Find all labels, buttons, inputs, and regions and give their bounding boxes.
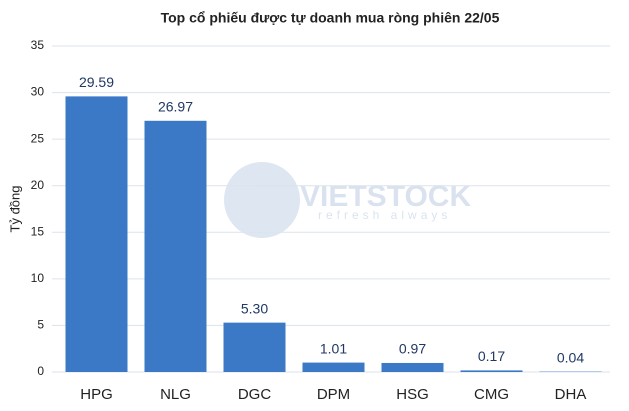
x-tick-label: NLG [160,386,191,403]
y-tick-label: 0 [37,364,44,378]
watermark-subtext: refresh always [318,208,451,222]
y-tick-label: 15 [31,224,45,238]
bar [460,370,523,372]
bar [381,362,444,372]
x-tick-label: CMG [474,386,509,403]
value-label: 0.04 [557,349,584,365]
bar [223,322,286,372]
y-tick-label: 20 [31,178,45,192]
y-axis-label: Tỷ đồng [7,186,22,233]
value-label: 26.97 [158,98,193,114]
x-tick-label: HSG [396,386,429,403]
bar [144,120,207,372]
y-tick-label: 30 [31,85,45,99]
watermark-logo [224,162,300,238]
y-tick-label: 35 [31,38,45,52]
y-tick-label: 10 [31,271,45,285]
bar [65,96,128,372]
chart-title: Top cổ phiếu được tự doanh mua ròng phiê… [161,10,500,26]
watermark: VIETSTOCK refresh always [224,162,471,238]
bar [302,362,365,372]
value-label: 0.97 [399,341,426,357]
x-tick-label: HPG [80,386,113,403]
y-tick-label: 25 [31,131,45,145]
x-tick-label: DPM [317,386,350,403]
value-label: 1.01 [320,340,347,356]
y-tick-label: 5 [37,318,44,332]
value-label: 0.17 [478,348,505,364]
value-label: 5.30 [241,300,268,316]
x-tick-label: DHA [555,386,587,403]
value-label: 29.59 [79,74,114,90]
x-tick-label: DGC [238,386,272,403]
